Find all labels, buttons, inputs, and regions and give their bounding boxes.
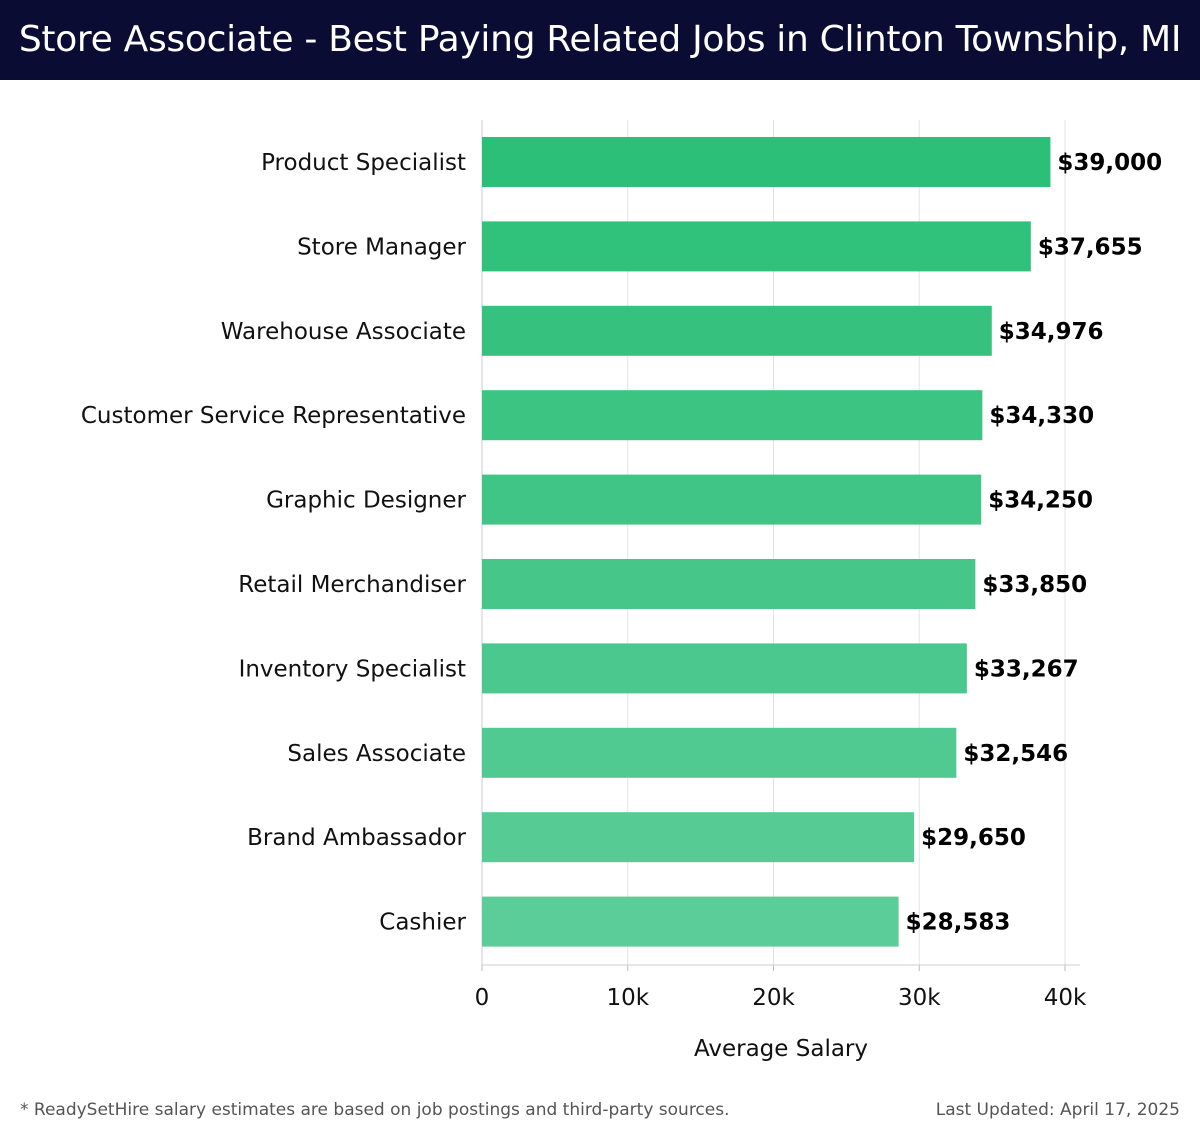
value-label: $34,330 — [989, 403, 1094, 429]
bar — [482, 137, 1051, 187]
category-label: Inventory Specialist — [239, 656, 466, 682]
category-label: Graphic Designer — [266, 488, 466, 514]
value-label: $34,976 — [999, 319, 1104, 345]
category-label: Product Specialist — [261, 150, 466, 176]
category-label: Warehouse Associate — [221, 319, 466, 345]
value-label: $34,250 — [988, 488, 1093, 514]
bar — [482, 221, 1031, 272]
value-label: $33,850 — [982, 572, 1087, 598]
x-tick-label: 0 — [475, 985, 490, 1011]
value-label: $32,546 — [963, 741, 1068, 767]
value-label: $37,655 — [1038, 234, 1143, 260]
category-label: Cashier — [379, 910, 466, 936]
chart-title: Store Associate - Best Paying Related Jo… — [0, 0, 1200, 80]
category-label: Sales Associate — [287, 741, 466, 767]
bar — [482, 390, 983, 441]
bar — [482, 559, 976, 609]
value-label: $29,650 — [921, 825, 1026, 851]
x-tick-label: 30k — [898, 985, 941, 1011]
x-tick-label: 20k — [752, 985, 795, 1011]
x-tick-label: 10k — [606, 985, 649, 1011]
bar — [482, 727, 957, 778]
value-labels: $39,000 $37,655 $34,976 $34,330 $34,250 $33,8… — [906, 150, 1163, 936]
x-axis: 0 10k 20k 30k 40k — [475, 964, 1087, 1011]
bar — [482, 305, 992, 356]
x-axis-label: Average Salary — [694, 1036, 868, 1062]
bars — [482, 137, 1051, 947]
bar — [482, 812, 915, 863]
x-tick-label: 40k — [1044, 985, 1087, 1011]
bar — [482, 474, 982, 525]
category-labels: Product Specialist Store Manager Warehouse… — [81, 150, 467, 936]
value-label: $39,000 — [1057, 150, 1162, 176]
bar-chart: Product Specialist Store Manager Warehouse… — [81, 120, 1163, 1062]
category-label: Customer Service Representative — [81, 403, 466, 429]
category-label: Brand Ambassador — [247, 825, 466, 851]
value-label: $28,583 — [906, 910, 1011, 936]
value-label: $33,267 — [974, 656, 1079, 682]
bar — [482, 896, 899, 947]
footer-note: * ReadySetHire salary estimates are base… — [20, 1100, 730, 1120]
category-label: Store Manager — [297, 234, 466, 260]
category-label: Retail Merchandiser — [238, 572, 466, 598]
last-updated: Last Updated: April 17, 2025 — [935, 1100, 1180, 1120]
bar — [482, 643, 967, 694]
